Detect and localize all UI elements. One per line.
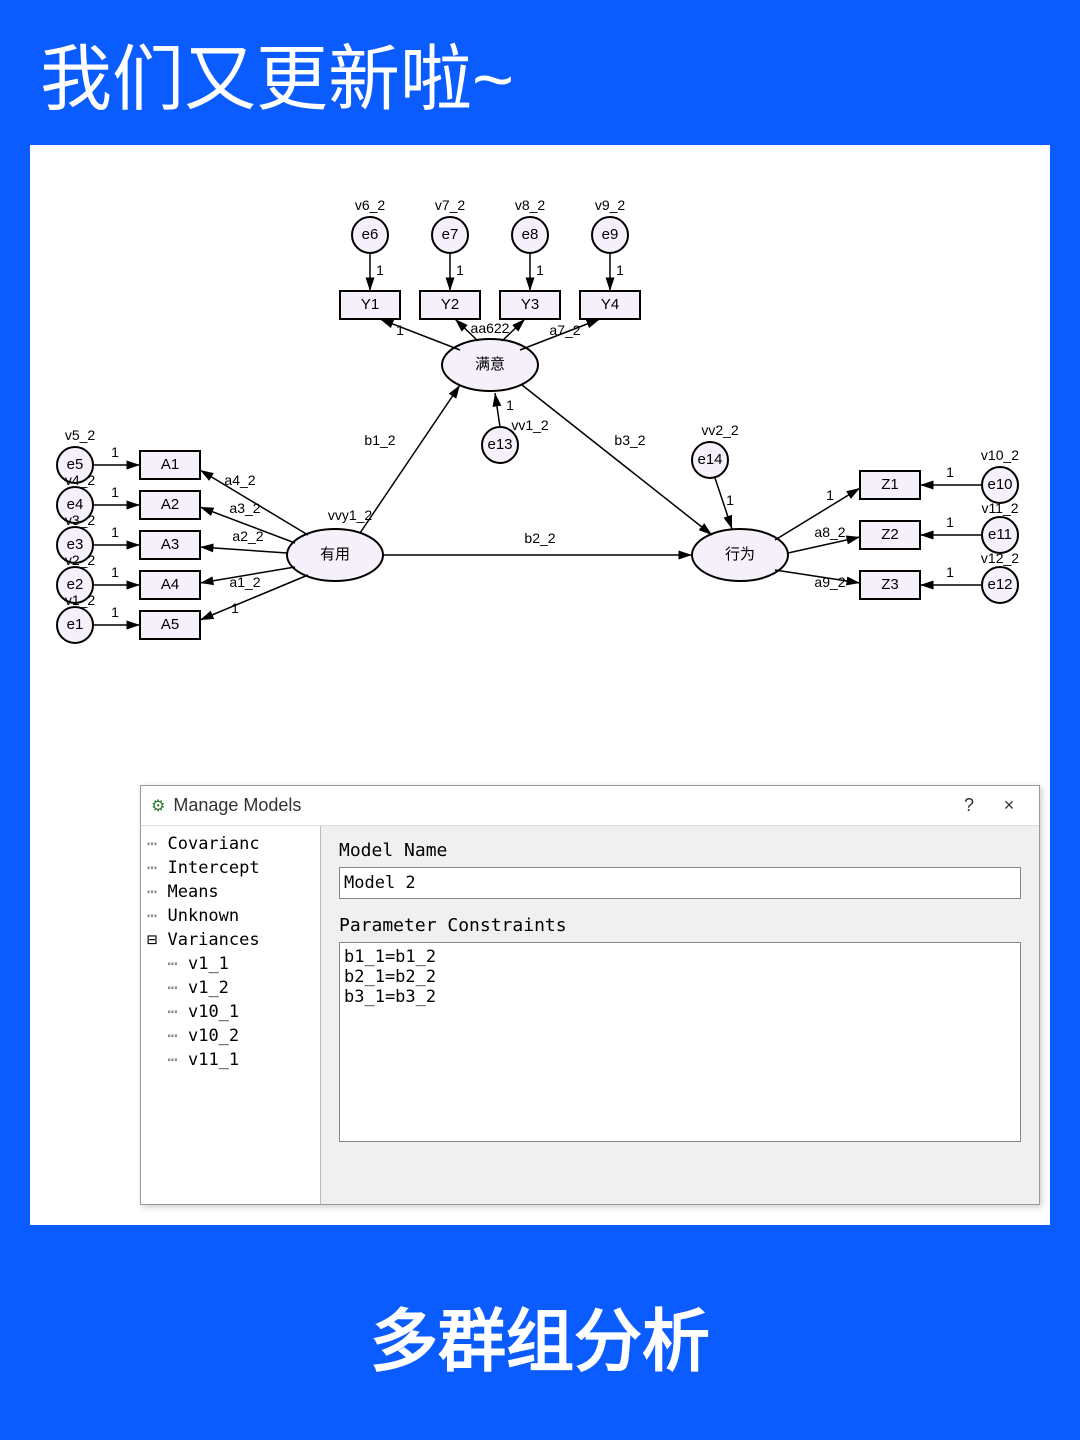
svg-text:1: 1 <box>396 322 404 338</box>
manage-models-dialog: ⚙ Manage Models ? × ⋯ Covarianc⋯ Interce… <box>140 785 1040 1205</box>
svg-text:v1_2: v1_2 <box>65 592 96 608</box>
svg-text:e6: e6 <box>362 226 379 243</box>
svg-text:e9: e9 <box>602 226 619 243</box>
svg-text:e1: e1 <box>67 616 84 633</box>
latent-youyong-label: 有用 <box>320 546 350 563</box>
path-b3 <box>522 385 712 535</box>
svg-text:Y1: Y1 <box>361 296 379 313</box>
svg-text:Y4: Y4 <box>601 296 619 313</box>
svg-text:a4_2: a4_2 <box>224 472 255 488</box>
top-measurement: e6 v6_2 Y1 1 1 e7 v7_2 Y2 1 e8 v8_2 Y3 1… <box>340 197 640 350</box>
content-box: 有用 vvy1_2 满意 行为 b1_2 b2_2 b3_2 e13 vv1_2… <box>30 145 1050 1225</box>
path-b3-label: b3_2 <box>614 432 645 448</box>
model-name-label: Model Name <box>339 840 1021 861</box>
svg-text:1: 1 <box>231 600 239 616</box>
svg-text:e4: e4 <box>67 496 84 513</box>
svg-text:1: 1 <box>826 487 834 503</box>
svg-text:A5: A5 <box>161 616 179 633</box>
svg-text:a7_2: a7_2 <box>549 322 580 338</box>
svg-text:v10_2: v10_2 <box>981 447 1019 463</box>
close-button[interactable]: × <box>989 795 1029 816</box>
svg-text:a8_2: a8_2 <box>814 524 845 540</box>
svg-text:aa622: aa622 <box>471 320 510 336</box>
svg-text:a3_2: a3_2 <box>229 500 260 516</box>
svg-text:v5_2: v5_2 <box>65 427 96 443</box>
svg-text:A3: A3 <box>161 536 179 553</box>
svg-text:1: 1 <box>946 514 954 530</box>
svg-text:Z3: Z3 <box>881 576 899 593</box>
svg-text:e3: e3 <box>67 536 84 553</box>
svg-text:1: 1 <box>111 564 119 580</box>
svg-text:v12_2: v12_2 <box>981 550 1019 566</box>
edge-e13 <box>495 393 500 427</box>
path-b2-label: b2_2 <box>524 530 555 546</box>
dialog-title-text: Manage Models <box>173 795 301 816</box>
svg-text:v9_2: v9_2 <box>595 197 626 213</box>
svg-text:v4_2: v4_2 <box>65 472 96 488</box>
svg-text:1: 1 <box>111 444 119 460</box>
latent-manyi-label: 满意 <box>475 355 505 373</box>
svg-text:Z2: Z2 <box>881 526 899 543</box>
svg-text:A4: A4 <box>161 576 179 593</box>
right-measurement: e10 v10_2 Z1 1 1 e11 v11_2 Z2 1 a8_2 e12… <box>775 447 1019 603</box>
svg-text:1: 1 <box>536 262 544 278</box>
svg-text:v6_2: v6_2 <box>355 197 386 213</box>
svg-text:v2_2: v2_2 <box>65 552 96 568</box>
footer-banner: 多群组分析 <box>95 1270 985 1400</box>
svg-text:a9_2: a9_2 <box>814 574 845 590</box>
constraints-textarea[interactable] <box>339 942 1021 1142</box>
error-e13-label: e13 <box>487 436 512 453</box>
parameter-tree[interactable]: ⋯ Covarianc⋯ Intercept⋯ Means⋯ Unknown⊟ … <box>141 826 321 1204</box>
model-pane: Model Name Parameter Constraints <box>321 826 1039 1204</box>
tree-icon: ⚙ <box>151 796 165 816</box>
svg-text:e11: e11 <box>988 526 1012 543</box>
page-title: 我们又更新啦~ <box>0 0 1080 135</box>
svg-text:1: 1 <box>726 492 734 508</box>
latent-xingwei-label: 行为 <box>725 546 755 563</box>
svg-text:e8: e8 <box>522 226 539 243</box>
svg-text:Z1: Z1 <box>881 476 899 493</box>
svg-text:v7_2: v7_2 <box>435 197 466 213</box>
svg-text:v8_2: v8_2 <box>515 197 546 213</box>
error-e13-var: vv1_2 <box>511 417 549 433</box>
dialog-titlebar: ⚙ Manage Models ? × <box>141 786 1039 826</box>
error-e14-var: vv2_2 <box>701 422 739 438</box>
svg-text:a1_2: a1_2 <box>229 574 260 590</box>
svg-text:e2: e2 <box>67 576 84 593</box>
help-button[interactable]: ? <box>949 795 989 816</box>
latent-youyong-var: vvy1_2 <box>328 507 373 523</box>
svg-text:A2: A2 <box>161 496 179 513</box>
svg-text:1: 1 <box>616 262 624 278</box>
left-measurement: e5 v5_2 A1 1 a4_2 e4 v4_2 A2 1 a3_2 e3 v… <box>57 427 308 643</box>
svg-text:e7: e7 <box>442 226 459 243</box>
model-name-input[interactable] <box>339 867 1021 899</box>
svg-text:1: 1 <box>111 484 119 500</box>
svg-text:1: 1 <box>111 524 119 540</box>
svg-text:A1: A1 <box>161 456 179 473</box>
svg-text:Y2: Y2 <box>441 296 459 313</box>
svg-text:1: 1 <box>946 464 954 480</box>
svg-text:1: 1 <box>376 262 384 278</box>
constraints-label: Parameter Constraints <box>339 915 1021 936</box>
svg-text:1: 1 <box>111 604 119 620</box>
svg-text:e5: e5 <box>67 456 84 473</box>
svg-text:1: 1 <box>456 262 464 278</box>
svg-text:e10: e10 <box>987 476 1012 493</box>
svg-text:v3_2: v3_2 <box>65 512 96 528</box>
svg-text:e12: e12 <box>987 576 1012 593</box>
sem-diagram: 有用 vvy1_2 满意 行为 b1_2 b2_2 b3_2 e13 vv1_2… <box>40 185 1040 745</box>
svg-text:Y3: Y3 <box>521 296 539 313</box>
svg-text:v11_2: v11_2 <box>981 500 1018 516</box>
path-b1-label: b1_2 <box>364 432 395 448</box>
error-e14-label: e14 <box>697 451 722 468</box>
svg-text:1: 1 <box>946 564 954 580</box>
svg-text:1: 1 <box>506 397 514 413</box>
svg-text:a2_2: a2_2 <box>232 528 263 544</box>
path-b1 <box>360 385 460 533</box>
